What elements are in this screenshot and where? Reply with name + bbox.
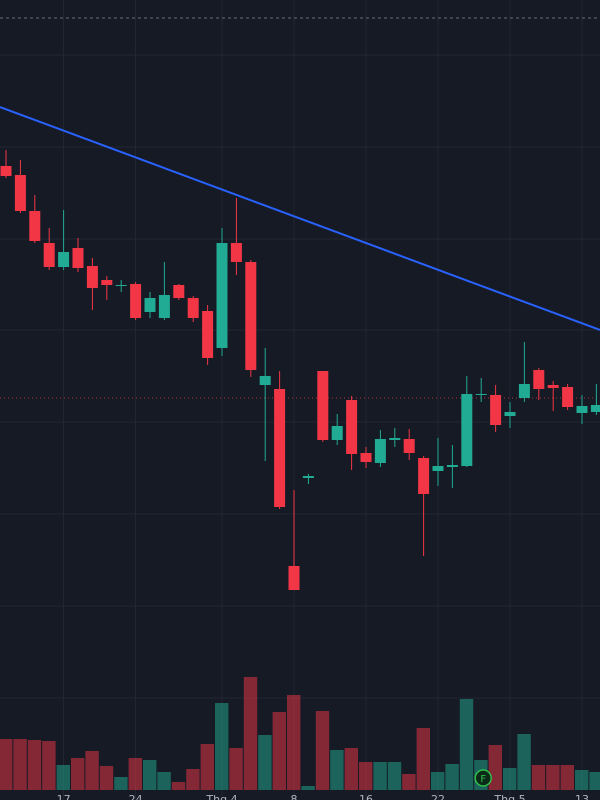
candle-body — [446, 465, 458, 467]
candle-body — [418, 458, 430, 494]
candle-body — [389, 438, 401, 440]
volume-bar — [258, 735, 272, 790]
volume-bar — [114, 777, 128, 790]
event-marker[interactable] — [474, 769, 492, 787]
volume-bar — [416, 728, 430, 790]
candle-body — [216, 243, 228, 348]
volume-bar — [373, 762, 387, 790]
volume-bar — [186, 769, 200, 790]
volume-bar — [56, 765, 70, 790]
candle-body — [101, 280, 113, 285]
volume-bar — [546, 765, 560, 790]
volume-bar — [42, 741, 56, 790]
volume-bar — [243, 677, 258, 790]
candle-body — [0, 166, 12, 176]
candle-body — [230, 243, 242, 262]
volume-bar — [143, 760, 157, 790]
volume-bar — [445, 764, 459, 790]
volume-bar — [387, 762, 402, 790]
candle-body — [432, 466, 444, 471]
volume-bar — [517, 734, 531, 790]
volume-bar — [488, 745, 502, 790]
candle-body — [115, 285, 127, 286]
candle-body — [302, 476, 314, 478]
volume-bar — [589, 772, 600, 790]
x-tick-label: 17 — [57, 793, 71, 800]
candle-body — [490, 395, 502, 425]
volume-bar — [531, 765, 546, 790]
volume-bar — [431, 772, 445, 790]
x-tick-label: 24 — [129, 793, 143, 800]
candle-body — [144, 298, 156, 312]
volume-bar — [503, 768, 517, 790]
candle-body — [58, 252, 70, 267]
volume-bar — [402, 774, 416, 790]
volume-bar — [215, 703, 229, 790]
volume-bar — [85, 751, 99, 790]
candle-body — [533, 370, 545, 389]
volume-bar — [301, 786, 315, 790]
volume-bar — [0, 739, 13, 790]
volume-bar — [330, 750, 344, 790]
volume-bar — [344, 748, 358, 790]
volume-bar — [71, 758, 85, 790]
candle-body — [86, 266, 98, 288]
volume-bar — [560, 765, 574, 790]
candle-body — [403, 439, 415, 453]
candle-body — [29, 211, 41, 241]
candle-body — [130, 284, 142, 318]
candle-body — [187, 298, 199, 318]
x-tick-label: 22 — [431, 793, 445, 800]
candle-body — [202, 311, 214, 358]
trend-line[interactable] — [0, 106, 600, 331]
candle-body — [245, 262, 257, 370]
volume-bar — [315, 711, 330, 790]
volume-bar — [13, 739, 27, 790]
candle-body — [43, 243, 55, 267]
candle-body — [374, 439, 386, 463]
volume-bar — [229, 748, 243, 790]
event-marker-label: F — [480, 774, 486, 785]
candle-body — [562, 387, 574, 407]
candle-body — [346, 400, 358, 454]
volume-bar — [359, 762, 373, 790]
candle-body — [317, 371, 329, 440]
x-tick-label: 8 — [291, 793, 298, 800]
volume-bar — [200, 744, 214, 790]
x-tick-label: 13 — [575, 793, 589, 800]
volume-bar — [287, 695, 301, 790]
candle-body — [72, 248, 84, 268]
candle-body — [518, 384, 530, 398]
candle-body — [274, 389, 286, 507]
volume-bar — [575, 770, 589, 790]
volume-bar — [459, 699, 474, 790]
x-tick-label: 16 — [359, 793, 373, 800]
volume-bar — [128, 758, 142, 790]
series: 17 24 Thg 4 8 16 22 Thg 5 13 F — [0, 150, 600, 800]
candle-body — [475, 394, 487, 395]
candle-body — [576, 406, 588, 413]
candle-body — [461, 394, 473, 466]
candle-body — [360, 453, 372, 462]
candle-body — [173, 285, 185, 298]
candle-body — [14, 175, 26, 211]
candle-body — [331, 426, 343, 440]
volume-bar — [27, 740, 42, 790]
volume-bar — [99, 766, 114, 790]
x-tick-label: Thg 5 — [493, 793, 525, 800]
volume-bar — [171, 782, 186, 790]
volume-bar — [272, 712, 286, 790]
candle-body — [547, 385, 559, 388]
volume-bar — [157, 772, 171, 790]
candle-body — [288, 566, 300, 590]
candle-body — [590, 405, 600, 412]
candle-body — [259, 376, 271, 385]
candle-body — [504, 412, 516, 416]
x-tick-label: Thg 4 — [205, 793, 237, 800]
candle-body — [158, 295, 170, 318]
